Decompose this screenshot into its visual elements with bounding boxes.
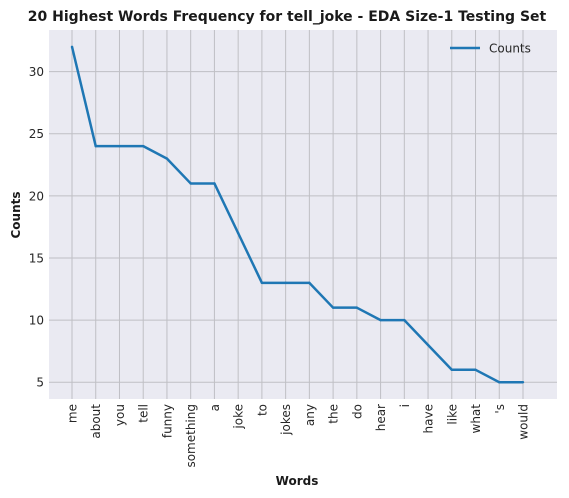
data-point — [379, 318, 382, 322]
x-tick-label: you — [113, 404, 127, 426]
x-axis-label: Words — [276, 474, 319, 488]
data-point — [189, 182, 192, 185]
y-axis-label: Counts — [9, 191, 23, 238]
legend-label: Counts — [489, 42, 531, 56]
x-tick-label: a — [208, 404, 222, 411]
plot-background — [49, 30, 557, 399]
data-point — [284, 281, 287, 285]
x-tick-label: 's — [493, 404, 507, 414]
data-point — [236, 231, 240, 235]
x-tick-label: any — [303, 404, 317, 426]
data-point — [474, 368, 477, 372]
data-point — [308, 281, 311, 285]
legend: Counts — [450, 42, 531, 56]
data-point — [331, 306, 335, 309]
y-tick-label: 20 — [29, 189, 44, 203]
y-tick-labels: 5 10 15 20 25 30 — [29, 65, 44, 390]
x-tick-label: would — [517, 404, 531, 440]
y-tick-label: 5 — [36, 376, 44, 390]
x-tick-label: hear — [374, 404, 388, 431]
x-tick-label: to — [255, 404, 269, 416]
data-point — [94, 144, 97, 148]
data-point — [165, 157, 169, 160]
data-point — [213, 182, 216, 185]
x-tick-label: me — [66, 404, 80, 423]
data-point — [142, 144, 145, 148]
x-tick-label: about — [89, 404, 103, 439]
x-tick-label: joke — [232, 404, 246, 430]
y-tick-label: 10 — [29, 314, 44, 328]
series-lines — [70, 45, 525, 384]
data-point — [118, 144, 121, 148]
x-tick-label: what — [469, 404, 483, 434]
x-tick-label: do — [350, 404, 364, 419]
x-tick-label: i — [398, 404, 412, 407]
x-gridlines — [71, 30, 524, 399]
data-point — [70, 45, 74, 48]
data-point — [450, 368, 453, 372]
data-point — [521, 381, 525, 384]
x-tick-label: like — [445, 404, 459, 425]
y-gridlines — [49, 71, 557, 383]
data-point — [426, 343, 430, 347]
data-point — [355, 306, 359, 309]
y-tick-label: 30 — [29, 65, 44, 79]
data-point — [403, 318, 406, 322]
series-line — [70, 46, 523, 384]
x-tick-labels: me about you tell funny something a joke to jokes… — [66, 404, 531, 468]
y-tick-label: 25 — [29, 127, 44, 141]
chart-title: 20 Highest Words Frequency for tell_joke… — [28, 9, 547, 25]
x-tick-label: the — [327, 404, 341, 424]
x-tick-label: have — [422, 404, 436, 433]
x-tick-label: something — [184, 404, 198, 468]
data-point — [498, 381, 501, 384]
y-tick-label: 15 — [29, 251, 44, 265]
x-tick-label: jokes — [279, 404, 293, 436]
data-point — [260, 281, 264, 285]
x-tick-label: tell — [137, 404, 151, 423]
x-tick-label: funny — [160, 404, 174, 438]
